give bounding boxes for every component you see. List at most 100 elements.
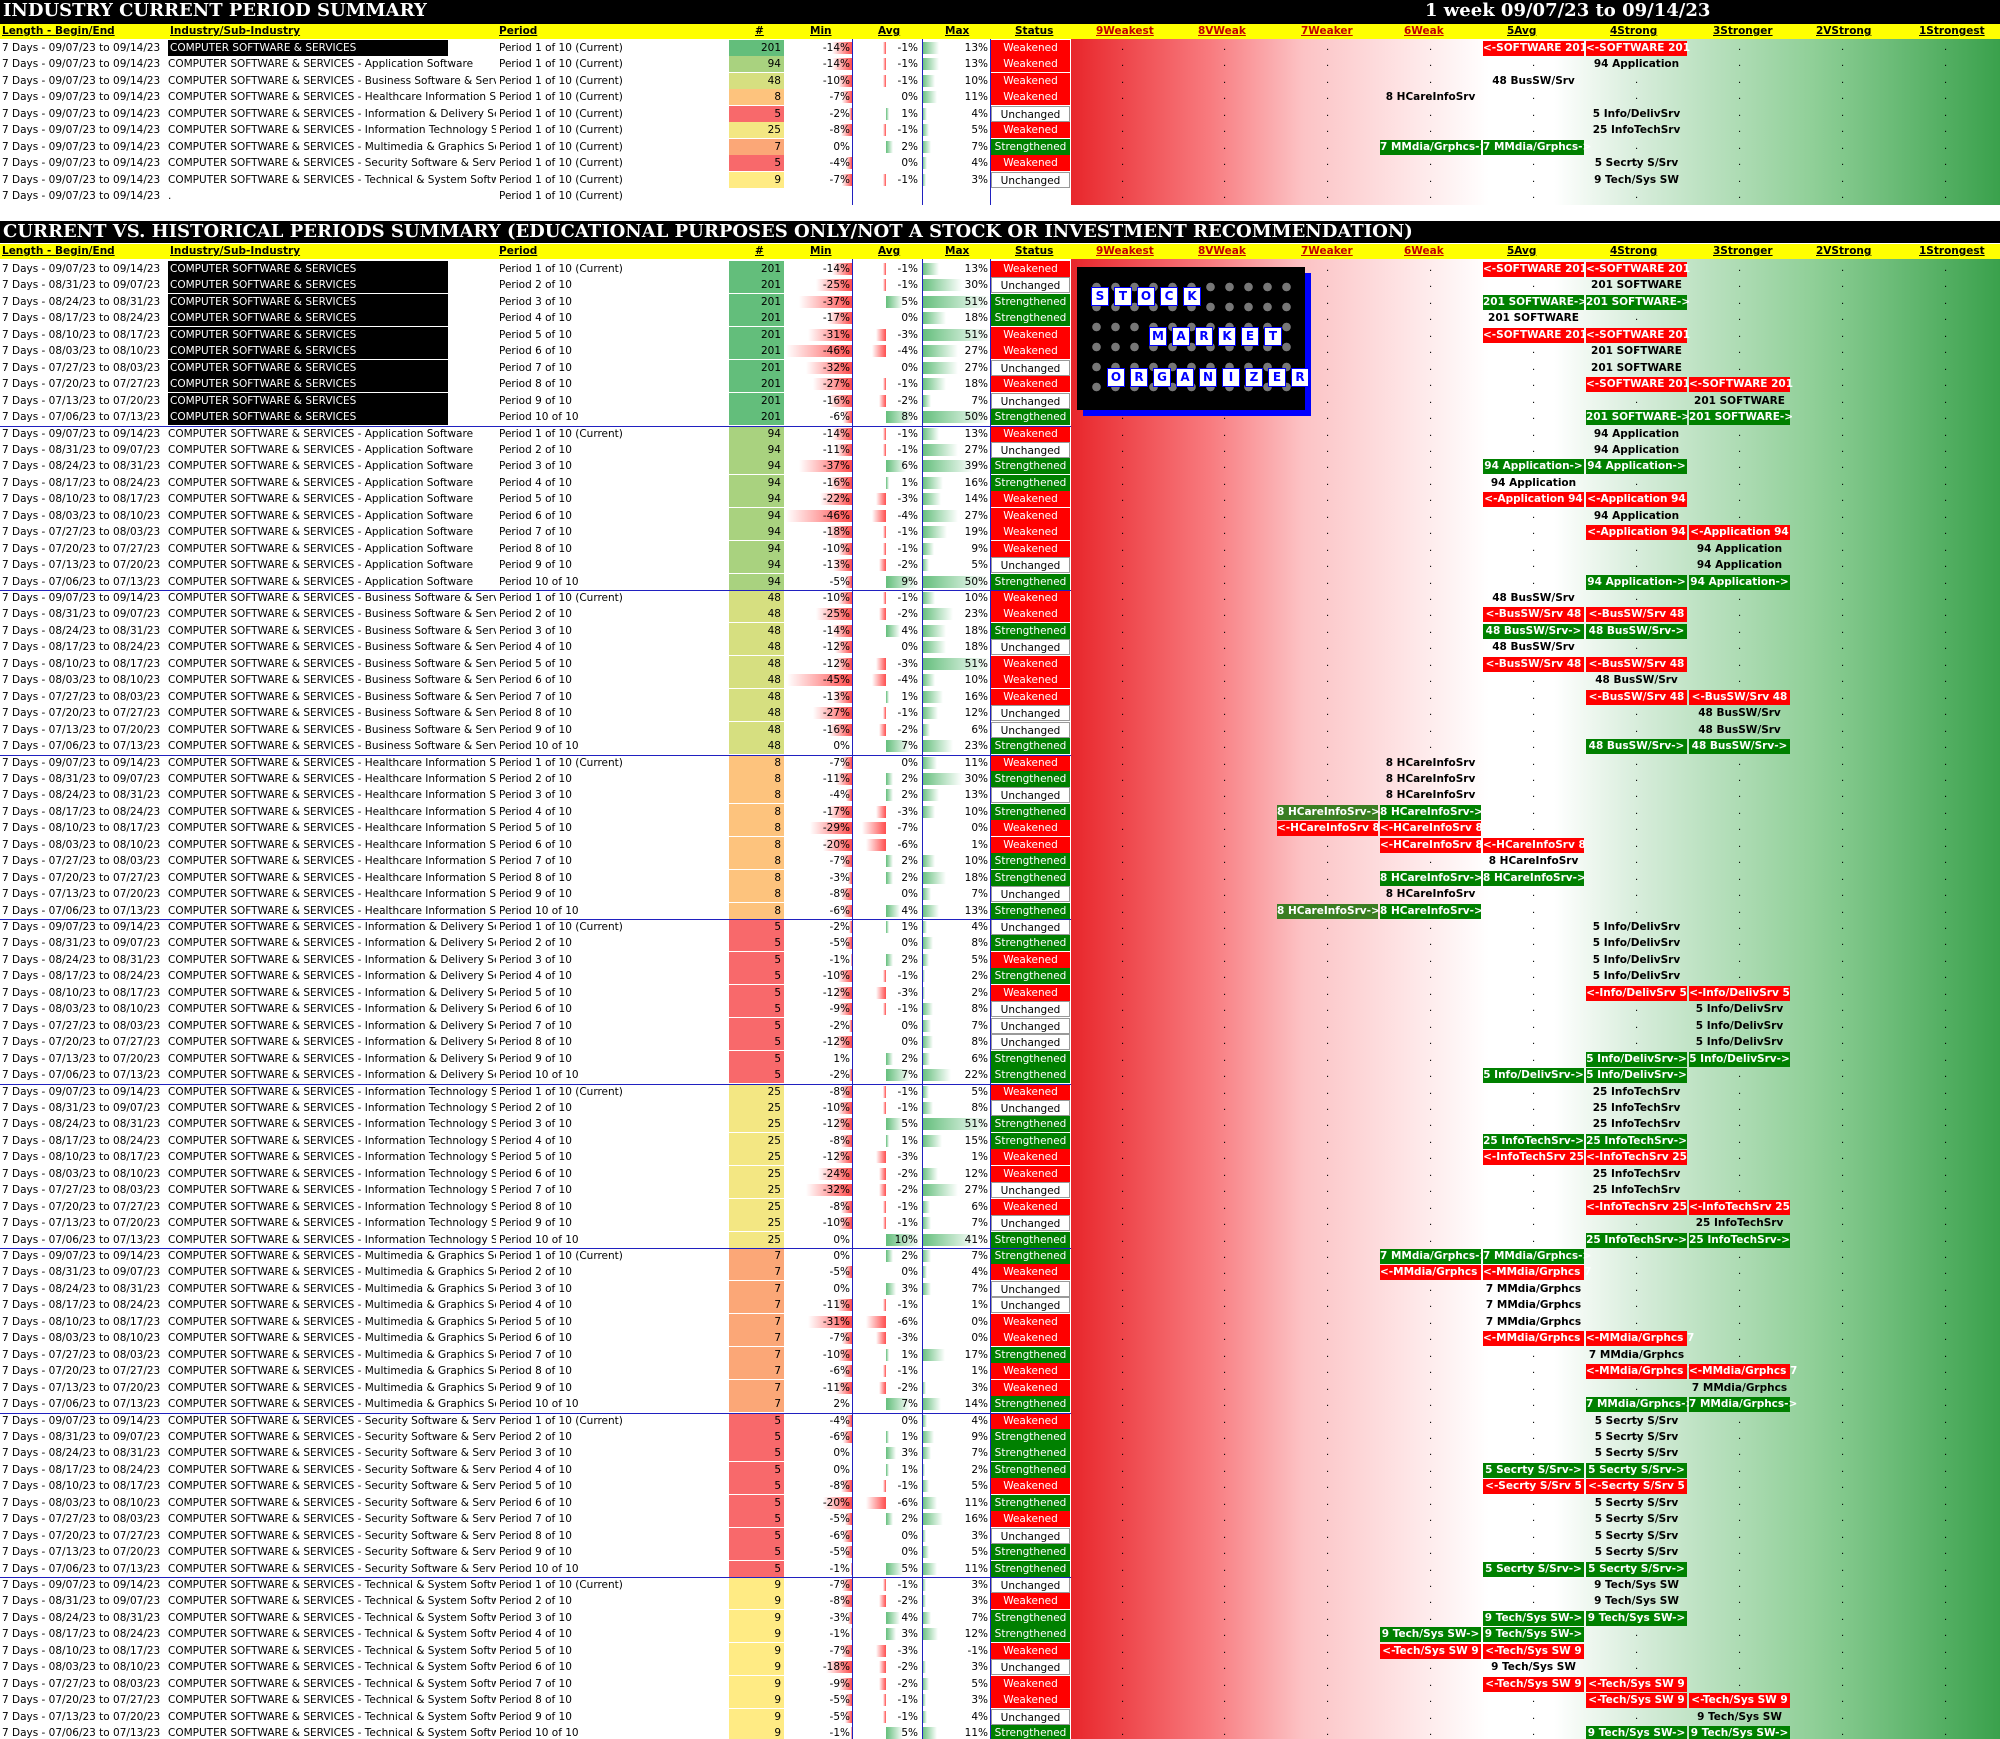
table-row[interactable]: 7 Days - 07/27/23 to 08/03/23 COMPUTER SO… [0, 524, 2000, 541]
strength-label[interactable]: <-MMdia/Grphcs 7 [1586, 1364, 1695, 1380]
strength-label[interactable]: 5 Secrty S/Srv [1594, 1529, 1679, 1542]
table-row[interactable]: 7 Days - 08/03/23 to 08/10/23 COMPUTER SO… [0, 1494, 2000, 1511]
strength-label[interactable]: 201 SOFTWARE-> [1483, 294, 1588, 310]
strength-label[interactable]: 25 InfoTechSrv-> [1586, 1232, 1687, 1248]
strength-label[interactable]: 94 Application-> [1483, 459, 1584, 475]
strength-label[interactable]: 201 SOFTWARE [1488, 312, 1579, 325]
strength-label[interactable]: 94 Application [1593, 509, 1680, 522]
table-row[interactable]: 7 Days - 07/27/23 to 08/03/23 COMPUTER SO… [0, 1346, 2000, 1363]
strength-label[interactable]: 94 Application [1490, 476, 1577, 489]
strength-label[interactable]: 48 BusSW/Srv-> [1586, 623, 1687, 639]
strength-label[interactable]: <-Application 94 [1483, 492, 1584, 508]
strength-label[interactable]: 25 InfoTechSrv-> [1689, 1232, 1790, 1248]
table-row[interactable]: 7 Days - 08/10/23 to 08/17/23 COMPUTER SO… [0, 820, 2000, 837]
table-row[interactable]: 7 Days - 08/03/23 to 08/10/23 COMPUTER SO… [0, 507, 2000, 524]
table-row[interactable]: 7 Days - 07/20/23 to 07/27/23 COMPUTER SO… [0, 540, 2000, 557]
table-row[interactable]: 7 Days - 07/20/23 to 07/27/23 COMPUTER SO… [0, 1527, 2000, 1544]
table-row[interactable]: 7 Days - 08/03/23 to 08/10/23 COMPUTER SO… [0, 1330, 2000, 1347]
strength-label[interactable]: <-SOFTWARE 201 [1586, 327, 1691, 343]
table-row[interactable]: 7 Days - 09/07/23 to 09/14/23 COMPUTER SO… [0, 1412, 2000, 1429]
table-row[interactable]: 7 Days - 07/27/23 to 08/03/23 COMPUTER SO… [0, 359, 2000, 376]
table-row[interactable]: 7 Days - 09/07/23 to 09/14/23 COMPUTER SO… [0, 105, 2000, 122]
table-row[interactable]: 7 Days - 07/06/23 to 07/13/23 COMPUTER SO… [0, 738, 2000, 755]
strength-label[interactable]: 7 MMdia/Grphcs-> [1380, 1249, 1489, 1264]
strength-label[interactable]: 201 SOFTWARE [1591, 345, 1682, 358]
strength-label[interactable]: 5 Secrty S/Srv-> [1483, 1561, 1584, 1577]
table-row[interactable]: 7 Days - 09/07/23 to 09/14/23 COMPUTER SO… [0, 40, 2000, 56]
strength-label[interactable]: 94 Application [1593, 443, 1680, 456]
table-row[interactable]: 7 Days - 09/07/23 to 09/14/23 COMPUTER SO… [0, 138, 2000, 155]
table-row[interactable]: 7 Days - 09/07/23 to 09/14/23 COMPUTER SO… [0, 1577, 2000, 1593]
strength-label[interactable]: 5 Info/DelivSrv [1592, 107, 1681, 120]
table-row[interactable]: 7 Days - 07/27/23 to 08/03/23 COMPUTER SO… [0, 1182, 2000, 1199]
strength-label[interactable]: <-Application 94 [1586, 525, 1687, 541]
strength-label[interactable]: 94 Application [1593, 427, 1680, 440]
strength-label[interactable]: 25 InfoTechSrv-> [1586, 1133, 1687, 1149]
strength-label[interactable]: 8 HCareInfoSrv-> [1277, 903, 1380, 919]
strength-label[interactable]: 7 MMdia/Grphcs-> [1483, 1249, 1592, 1264]
table-row[interactable]: 7 Days - 08/31/23 to 09/07/23 COMPUTER SO… [0, 1264, 2000, 1281]
strength-label[interactable]: <-SOFTWARE 201 [1586, 262, 1691, 277]
table-row[interactable]: 7 Days - 09/07/23 to 09/14/23 COMPUTER SO… [0, 261, 2000, 277]
strength-label[interactable]: 5 Info/DelivSrv-> [1483, 1068, 1584, 1084]
strength-label[interactable]: 94 Application [1696, 559, 1783, 572]
table-row[interactable]: 7 Days - 08/03/23 to 08/10/23 COMPUTER SO… [0, 1659, 2000, 1676]
strength-label[interactable]: 5 Info/DelivSrv [1592, 921, 1681, 933]
strength-label[interactable]: 25 InfoTechSrv [1592, 1101, 1681, 1114]
table-row[interactable]: 7 Days - 08/31/23 to 09/07/23 COMPUTER SO… [0, 1593, 2000, 1610]
table-row[interactable]: 7 Days - 07/06/23 to 07/13/23 COMPUTER SO… [0, 409, 2000, 426]
strength-label[interactable]: <-BusSW/Srv 48 [1586, 689, 1687, 705]
table-row[interactable]: 7 Days - 08/31/23 to 09/07/23 COMPUTER SO… [0, 1099, 2000, 1116]
strength-label[interactable]: 7 MMdia/Grphcs [1691, 1381, 1788, 1394]
table-row[interactable]: 7 Days - 08/31/23 to 09/07/23 COMPUTER SO… [0, 441, 2000, 458]
table-row[interactable]: 7 Days - 09/07/23 to 09/14/23 COMPUTER SO… [0, 171, 2000, 188]
table-row[interactable]: 7 Days - 08/17/23 to 08/24/23 COMPUTER SO… [0, 1461, 2000, 1478]
strength-label[interactable]: 9 Tech/Sys SW [1491, 1661, 1576, 1674]
table-row[interactable]: 7 Days - 07/20/23 to 07/27/23 COMPUTER SO… [0, 869, 2000, 886]
table-row[interactable]: 7 Days - 09/07/23 to 09/14/23 COMPUTER SO… [0, 155, 2000, 172]
strength-label[interactable]: 9 Tech/Sys SW-> [1586, 1726, 1687, 1739]
strength-label[interactable]: 8 HCareInfoSrv-> [1380, 870, 1483, 886]
strength-label[interactable]: 5 Secrty S/Srv [1594, 157, 1679, 170]
strength-label[interactable]: 48 BusSW/Srv [1492, 74, 1575, 87]
strength-label[interactable]: 25 InfoTechSrv [1592, 1085, 1681, 1098]
table-row[interactable]: 7 Days - 08/24/23 to 08/31/23 COMPUTER SO… [0, 1280, 2000, 1297]
strength-label[interactable]: 8 HCareInfoSrv [1385, 756, 1476, 769]
table-row[interactable]: 7 Days - 07/13/23 to 07/20/23 COMPUTER SO… [0, 1544, 2000, 1561]
strength-label[interactable]: 5 Info/DelivSrv [1695, 1003, 1784, 1016]
table-row[interactable]: 7 Days - 07/20/23 to 07/27/23 COMPUTER SO… [0, 1198, 2000, 1215]
strength-label[interactable]: <-MMdia/Grphcs 7 [1380, 1265, 1489, 1281]
table-row[interactable]: 7 Days - 09/07/23 to 09/14/23 COMPUTER SO… [0, 919, 2000, 935]
strength-label[interactable]: 5 Info/DelivSrv [1592, 937, 1681, 950]
table-row[interactable]: 7 Days - 09/07/23 to 09/14/23 COMPUTER SO… [0, 122, 2000, 139]
strength-label[interactable]: 94 Application-> [1586, 459, 1687, 475]
strength-label[interactable]: 9 Tech/Sys SW [1594, 173, 1679, 186]
table-row[interactable]: 7 Days - 08/17/23 to 08/24/23 COMPUTER SO… [0, 1132, 2000, 1149]
strength-label[interactable]: <-Application 94 [1689, 525, 1790, 541]
strength-label[interactable]: 5 Info/DelivSrv [1592, 970, 1681, 983]
strength-label[interactable]: <-SOFTWARE 201 [1586, 377, 1691, 393]
table-row[interactable]: 7 Days - 08/03/23 to 08/10/23 COMPUTER SO… [0, 1165, 2000, 1182]
strength-label[interactable]: 48 BusSW/Srv [1595, 674, 1678, 687]
strength-label[interactable]: 25 InfoTechSrv-> [1483, 1133, 1584, 1149]
strength-label[interactable]: 48 BusSW/Srv-> [1689, 739, 1790, 755]
table-row[interactable]: 7 Days - 08/03/23 to 08/10/23 COMPUTER SO… [0, 836, 2000, 853]
strength-label[interactable]: <-BusSW/Srv 48 [1483, 656, 1584, 672]
strength-label[interactable]: <-HCareInfoSrv 8 [1483, 837, 1586, 853]
strength-label[interactable]: 94 Application-> [1689, 574, 1790, 590]
strength-label[interactable]: 9 Tech/Sys SW-> [1689, 1726, 1790, 1739]
table-row[interactable]: 7 Days - 08/10/23 to 08/17/23 COMPUTER SO… [0, 1642, 2000, 1659]
strength-label[interactable]: 9 Tech/Sys SW-> [1483, 1610, 1584, 1626]
table-row[interactable]: 7 Days - 08/31/23 to 09/07/23 COMPUTER SO… [0, 606, 2000, 623]
strength-label[interactable]: 94 Application-> [1586, 574, 1687, 590]
table-row[interactable]: 7 Days - 07/27/23 to 08/03/23 COMPUTER SO… [0, 853, 2000, 870]
table-row[interactable]: 7 Days - 08/24/23 to 08/31/23 COMPUTER SO… [0, 951, 2000, 968]
table-row[interactable]: 7 Days - 07/13/23 to 07/20/23 COMPUTER SO… [0, 1050, 2000, 1067]
table-row[interactable]: 7 Days - 07/13/23 to 07/20/23 COMPUTER SO… [0, 1379, 2000, 1396]
table-row[interactable]: 7 Days - 07/27/23 to 08/03/23 COMPUTER SO… [0, 1511, 2000, 1528]
strength-label[interactable]: <-SOFTWARE 201 [1483, 327, 1588, 343]
strength-label[interactable]: 5 Info/DelivSrv [1592, 953, 1681, 966]
strength-label[interactable]: 9 Tech/Sys SW [1594, 1579, 1679, 1591]
strength-label[interactable]: 5 Info/DelivSrv [1695, 1036, 1784, 1049]
table-row[interactable]: 7 Days - 09/07/23 to 09/14/23 COMPUTER SO… [0, 89, 2000, 106]
